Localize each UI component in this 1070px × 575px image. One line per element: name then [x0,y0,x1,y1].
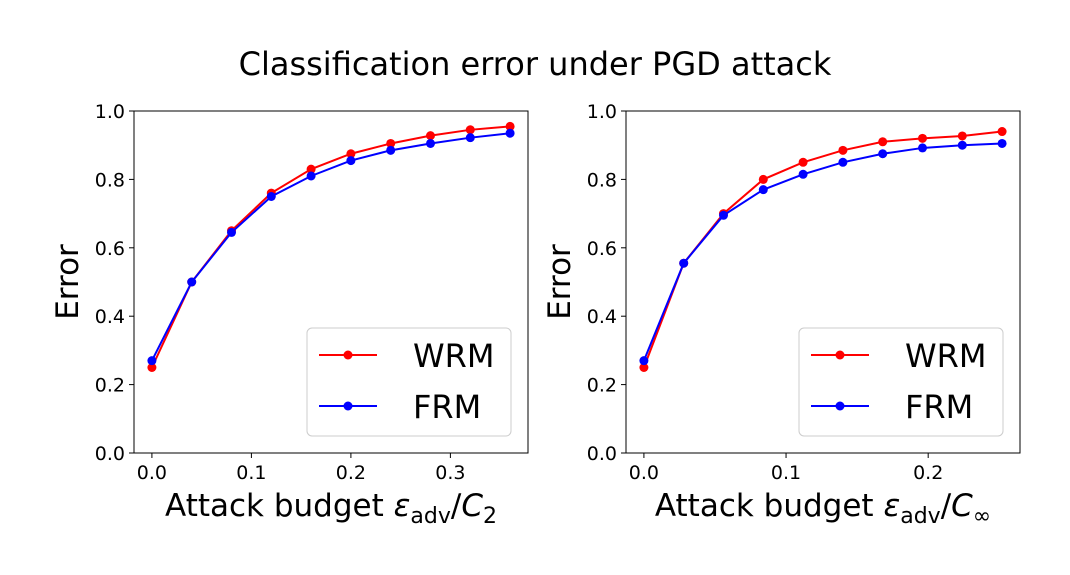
y-tick-label: 0.2 [95,375,125,397]
legend-label: FRM [905,388,973,426]
x-axis-label-part: ε [883,488,900,524]
x-axis-label-part: C [951,488,973,524]
figure-title: Classification error under PGD attack [239,45,832,83]
x-axis-label-part: adv [900,504,940,529]
y-tick-label: 0.0 [95,443,125,465]
data-point-wrm [838,145,848,155]
y-tick-label: 0.6 [95,238,125,260]
x-axis-label: Attack budget εadv/C∞ [655,488,991,529]
y-tick-label: 0.6 [587,238,617,260]
y-tick-label: 0.4 [587,306,617,328]
series-line-frm [642,142,1003,362]
y-tick-label: 0.8 [587,169,617,191]
x-tick-label: 0.1 [771,462,801,484]
data-point-frm [306,171,316,181]
series-line-frm [151,132,511,362]
data-point-wrm [758,174,768,184]
data-point-wrm [997,127,1007,137]
data-point-wrm [147,363,157,372]
data-point-frm [997,138,1007,148]
data-point-frm [505,128,515,138]
data-point-wrm [346,149,356,159]
data-point-wrm [465,125,475,135]
data-point-wrm [505,121,515,131]
y-tick-label: 0.4 [95,306,125,328]
data-point-frm [719,210,729,220]
y-tick-label: 0.0 [587,443,617,465]
plot-frame [133,110,529,454]
y-axis-label: Error [50,244,86,320]
right-chart: 0.0 0.2 0.4 0.6 0.8 1.0 0.0 0.1 0.2 Error Attack b… [542,101,1021,529]
plot-frame [625,110,1021,454]
x-tick-label: 0.0 [629,462,659,484]
data-point-frm [878,149,888,159]
data-point-frm [798,169,808,179]
legend-marker-wrm [343,350,353,360]
x-axis-label-part: C [461,488,483,524]
data-point-wrm [878,137,888,147]
data-point-frm [227,227,237,237]
legend: WRM FRM [798,327,1004,437]
legend-label: FRM [413,388,481,426]
x-axis-label-part: Attack budget [655,488,884,524]
y-tick-label: 1.0 [587,101,617,123]
x-tick-label: 0.2 [913,462,943,484]
left-chart: 0.0 0.2 0.4 0.6 0.8 1.0 0.0 0.1 0.2 0.3 Error Attac… [50,101,529,529]
legend-marker-frm [835,401,845,411]
data-point-wrm [917,133,927,143]
y-axis-label: Error [542,244,578,320]
data-point-frm [425,138,435,148]
x-tick-label: 0.1 [236,462,266,484]
data-point-frm [838,157,848,167]
data-point-wrm [386,138,396,148]
x-tick-label: 0.3 [435,462,465,484]
data-point-frm [386,145,396,155]
data-point-frm [639,356,649,366]
legend: WRM FRM [306,327,512,437]
y-tick-label: 0.8 [95,169,125,191]
data-point-wrm [798,157,808,167]
x-axis-label-part: / [451,488,462,524]
x-axis-label-part: 2 [483,504,497,529]
data-point-wrm [639,363,649,372]
data-point-frm [147,356,157,366]
x-tick-label: 0.2 [336,462,366,484]
data-point-wrm [425,131,435,141]
x-axis-label-part: ∞ [973,504,991,529]
legend-marker-frm [343,401,353,411]
x-axis-label: Attack budget εadv/C2 [165,488,497,529]
data-point-frm [187,277,197,287]
data-point-wrm [306,164,316,174]
data-point-frm [465,133,475,143]
x-axis-label-part: / [941,488,952,524]
data-point-wrm [957,131,967,141]
data-point-frm [917,143,927,153]
legend-marker-wrm [835,350,845,360]
data-point-frm [266,192,276,201]
x-tick-label: 0.0 [137,462,167,484]
data-point-frm [957,140,967,150]
x-axis-label-part: ε [394,488,411,524]
data-point-frm [346,156,356,166]
y-tick-label: 0.2 [587,375,617,397]
legend-label: WRM [905,337,986,375]
legend-label: WRM [413,337,494,375]
data-point-frm [758,185,768,195]
y-tick-label: 1.0 [95,101,125,123]
x-axis-label-part: Attack budget [165,488,394,524]
data-point-frm [679,258,689,268]
x-axis-label-part: adv [410,504,450,529]
